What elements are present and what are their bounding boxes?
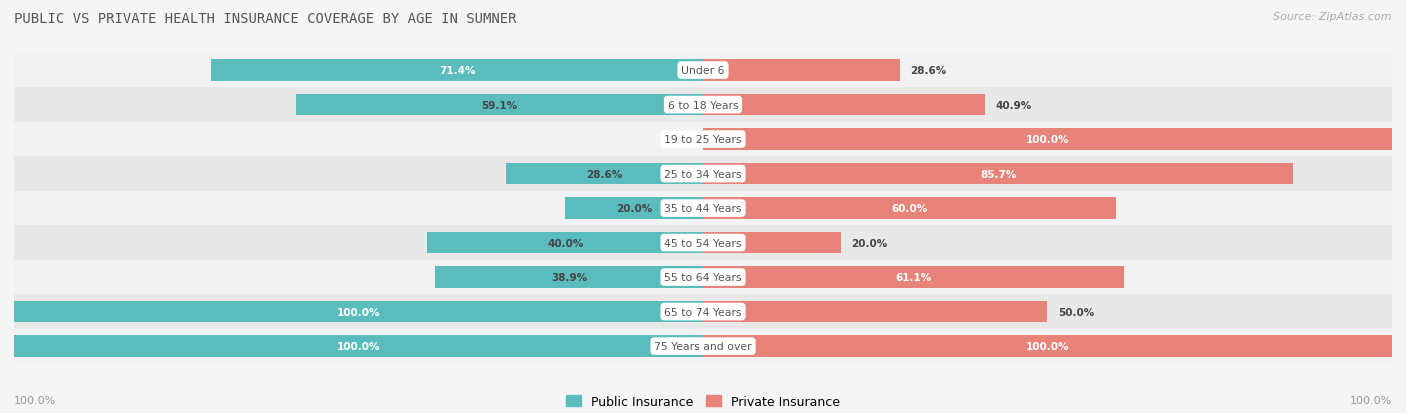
Bar bbox=[434, 267, 703, 288]
Text: 65 to 74 Years: 65 to 74 Years bbox=[664, 307, 742, 317]
Text: 61.1%: 61.1% bbox=[896, 273, 932, 282]
Text: 35 to 44 Years: 35 to 44 Years bbox=[664, 204, 742, 214]
Text: 85.7%: 85.7% bbox=[980, 169, 1017, 179]
Bar bbox=[703, 95, 984, 116]
Text: 20.0%: 20.0% bbox=[851, 238, 887, 248]
Text: 75 Years and over: 75 Years and over bbox=[654, 341, 752, 351]
Text: 19 to 25 Years: 19 to 25 Years bbox=[664, 135, 742, 145]
Bar bbox=[14, 88, 1392, 123]
Bar bbox=[703, 129, 1392, 150]
Text: 100.0%: 100.0% bbox=[337, 341, 380, 351]
Legend: Public Insurance, Private Insurance: Public Insurance, Private Insurance bbox=[561, 390, 845, 413]
Text: 28.6%: 28.6% bbox=[586, 169, 623, 179]
Bar bbox=[14, 191, 1392, 226]
Text: 40.0%: 40.0% bbox=[547, 238, 583, 248]
Text: 100.0%: 100.0% bbox=[1350, 395, 1392, 405]
Text: 20.0%: 20.0% bbox=[616, 204, 652, 214]
Text: 40.9%: 40.9% bbox=[995, 100, 1032, 110]
Bar bbox=[14, 123, 1392, 157]
Bar bbox=[14, 54, 1392, 88]
Text: 6 to 18 Years: 6 to 18 Years bbox=[668, 100, 738, 110]
Text: 55 to 64 Years: 55 to 64 Years bbox=[664, 273, 742, 282]
Text: 50.0%: 50.0% bbox=[1057, 307, 1094, 317]
Text: 0.0%: 0.0% bbox=[661, 135, 689, 145]
Text: 25 to 34 Years: 25 to 34 Years bbox=[664, 169, 742, 179]
Text: 71.4%: 71.4% bbox=[439, 66, 475, 76]
Text: 100.0%: 100.0% bbox=[14, 395, 56, 405]
Text: 45 to 54 Years: 45 to 54 Years bbox=[664, 238, 742, 248]
Bar bbox=[295, 95, 703, 116]
Bar bbox=[14, 294, 1392, 329]
Text: 28.6%: 28.6% bbox=[910, 66, 946, 76]
Text: 59.1%: 59.1% bbox=[481, 100, 517, 110]
Bar bbox=[14, 335, 703, 357]
Text: PUBLIC VS PRIVATE HEALTH INSURANCE COVERAGE BY AGE IN SUMNER: PUBLIC VS PRIVATE HEALTH INSURANCE COVER… bbox=[14, 12, 516, 26]
Bar bbox=[703, 60, 900, 82]
Bar bbox=[14, 301, 703, 323]
Bar bbox=[14, 226, 1392, 260]
Bar bbox=[211, 60, 703, 82]
Text: 100.0%: 100.0% bbox=[1026, 135, 1069, 145]
Bar bbox=[703, 232, 841, 254]
Bar bbox=[703, 164, 1294, 185]
Bar bbox=[703, 267, 1123, 288]
Bar bbox=[565, 198, 703, 219]
Text: Under 6: Under 6 bbox=[682, 66, 724, 76]
Bar bbox=[506, 164, 703, 185]
Bar bbox=[14, 157, 1392, 191]
Bar bbox=[703, 301, 1047, 323]
Bar bbox=[703, 335, 1392, 357]
Text: 38.9%: 38.9% bbox=[551, 273, 588, 282]
Text: 100.0%: 100.0% bbox=[1026, 341, 1069, 351]
Bar bbox=[14, 329, 1392, 363]
Bar bbox=[14, 260, 1392, 294]
Text: 60.0%: 60.0% bbox=[891, 204, 928, 214]
Bar bbox=[703, 198, 1116, 219]
Text: Source: ZipAtlas.com: Source: ZipAtlas.com bbox=[1274, 12, 1392, 22]
Text: 100.0%: 100.0% bbox=[337, 307, 380, 317]
Bar bbox=[427, 232, 703, 254]
